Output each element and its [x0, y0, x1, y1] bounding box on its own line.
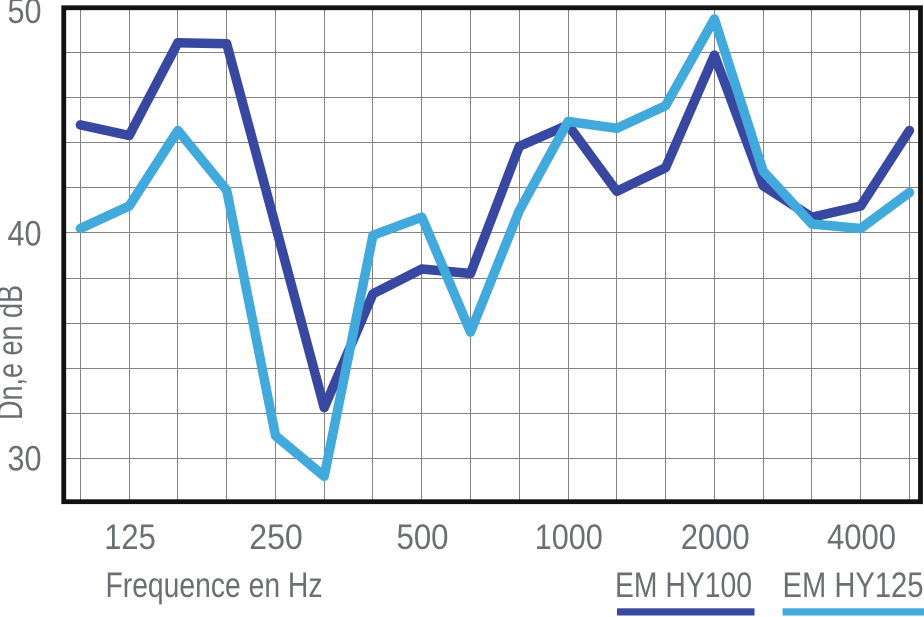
svg-text:50: 50 — [8, 0, 42, 31]
svg-text:250: 250 — [249, 517, 303, 557]
svg-text:125: 125 — [104, 517, 156, 557]
svg-text:30: 30 — [8, 439, 42, 479]
svg-text:EM HY100: EM HY100 — [615, 565, 752, 605]
svg-text:Frequence en Hz: Frequence en Hz — [106, 565, 323, 605]
svg-text:EM HY125: EM HY125 — [783, 565, 924, 605]
svg-text:1000: 1000 — [535, 517, 603, 557]
svg-text:500: 500 — [397, 517, 449, 557]
svg-text:40: 40 — [8, 213, 42, 253]
svg-text:2000: 2000 — [681, 517, 750, 557]
svg-text:4000: 4000 — [827, 517, 896, 557]
svg-text:Dn,e en dB: Dn,e en dB — [0, 285, 30, 420]
